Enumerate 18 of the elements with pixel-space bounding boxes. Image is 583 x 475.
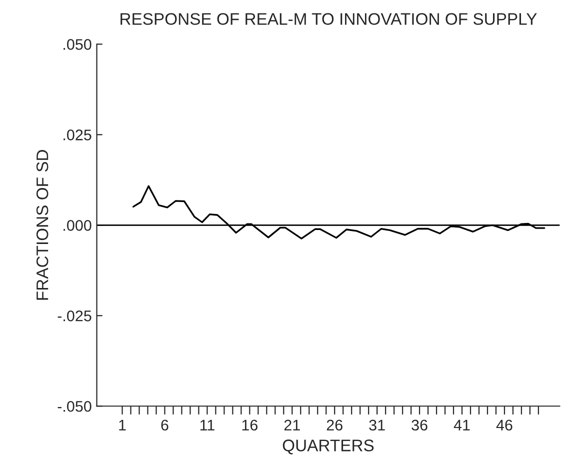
x-tick-label: 1 (119, 420, 126, 430)
x-axis-title: QUARTERS (282, 440, 374, 454)
x-tick-label: 36 (412, 420, 428, 431)
y-tick-label: .000 (64, 220, 92, 231)
x-tick-label: 46 (496, 420, 512, 431)
x-tick-label: 31 (369, 420, 385, 431)
y-tick-label: .050 (64, 39, 92, 50)
y-axis-title: FRACTIONS OF SD (36, 150, 48, 300)
chart-title: RESPONSE OF REAL-M TO INNOVATION OF SUPPLY (120, 13, 537, 25)
x-tick-label: 6 (161, 420, 168, 431)
x-tick-label: 26 (326, 420, 342, 431)
y-tick-label: -.025 (58, 310, 92, 322)
x-tick-label: 41 (454, 420, 470, 430)
y-tick-label: -.050 (58, 400, 92, 412)
x-tick-label: 16 (242, 420, 258, 431)
y-tick-label: .025 (64, 130, 92, 140)
x-tick-label: 21 (284, 420, 300, 430)
x-tick-label: 11 (200, 420, 214, 430)
